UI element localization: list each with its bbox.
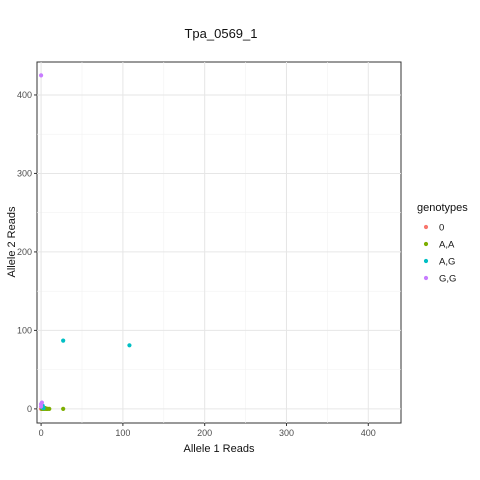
legend-label: A,A: [439, 240, 455, 251]
legend: genotypes 0 A,A A,G G,G: [417, 202, 468, 285]
legend-title: genotypes: [417, 202, 468, 214]
data-point: [47, 406, 52, 411]
plot-panel: [36, 61, 402, 424]
data-point: [38, 404, 44, 409]
y-axis-label: Allele 2 Reads: [6, 206, 18, 277]
data-point: [38, 73, 44, 78]
legend-label: A,G: [439, 257, 455, 268]
legend-key: [423, 241, 429, 247]
y-tick-label: 200: [17, 247, 32, 257]
y-tick-label: 400: [17, 90, 32, 100]
y-tick-label: 100: [17, 325, 32, 335]
data-point: [127, 343, 132, 348]
legend-key: [423, 224, 429, 230]
x-axis-label: Allele 1 Reads: [184, 443, 255, 455]
gridlines: [37, 62, 401, 423]
legend-label: G,G: [439, 274, 456, 285]
chart-title: Tpa_0569_1: [184, 26, 257, 41]
x-tick-label: 300: [279, 428, 294, 438]
data-points: [38, 73, 132, 411]
x-tick-label: 0: [39, 428, 44, 438]
legend-label: 0: [439, 223, 444, 234]
y-tick-label: 300: [17, 168, 32, 178]
x-tick-label: 100: [115, 428, 130, 438]
y-tick-label: 0: [27, 404, 32, 414]
data-point: [61, 338, 66, 343]
data-point: [39, 400, 45, 405]
legend-key: [423, 275, 429, 281]
x-tick-label: 400: [361, 428, 376, 438]
x-tick-label: 200: [197, 428, 212, 438]
legend-key: [423, 258, 429, 264]
axis-ticks: 0 100 200 300 400 0 100 200 300 400: [17, 90, 376, 438]
data-point: [61, 406, 66, 411]
